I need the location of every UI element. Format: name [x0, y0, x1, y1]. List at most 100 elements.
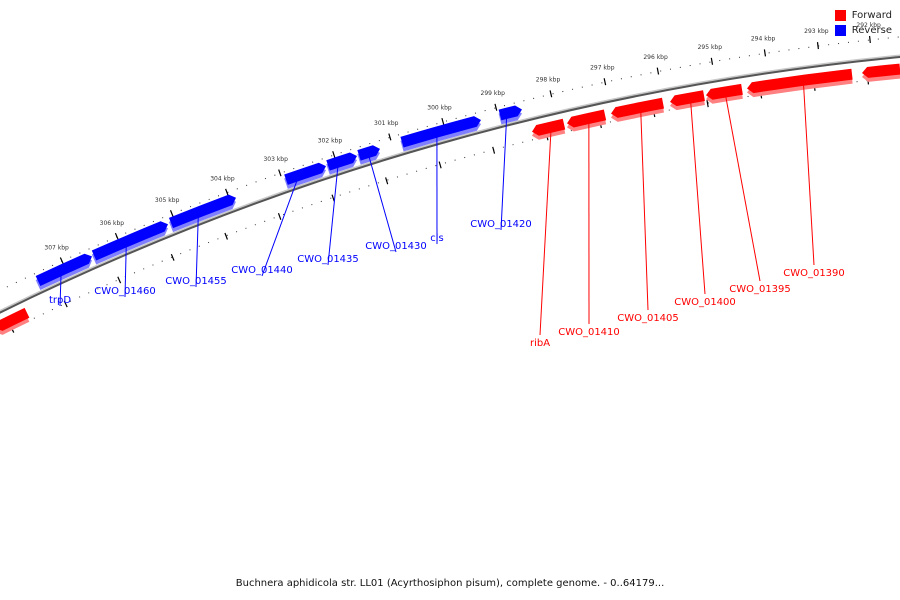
gene-body — [498, 105, 522, 121]
ruler-tick-major — [441, 117, 445, 126]
ruler-tick-major — [868, 35, 871, 44]
legend-item-reverse: Reverse — [834, 23, 892, 38]
ruler-tick-major — [603, 78, 607, 86]
gene-label: CWO_01390 — [783, 268, 845, 279]
gene-arrow-cwo_01440 — [284, 162, 326, 189]
gene-arrow-cls — [400, 116, 481, 152]
gene-leader-line — [124, 237, 127, 298]
gene-arrow-riba — [532, 118, 566, 140]
ruler-tick-major — [114, 232, 119, 240]
gene-body — [168, 194, 236, 229]
gene-body — [400, 116, 481, 148]
gene-leader-line — [803, 84, 815, 266]
ruler-tick-label: 298 kbp — [536, 77, 561, 84]
legend-label-reverse: Reverse — [851, 25, 892, 36]
gene-leader-line — [59, 265, 62, 307]
ruler-tick-major — [494, 103, 498, 111]
ruler-tick-label: 304 kbp — [210, 175, 235, 182]
ruler-tick-major — [388, 133, 392, 141]
gene-arrow-cwo_01400 — [670, 90, 705, 111]
legend: Forward Reverse — [834, 8, 892, 38]
gene-leader-line — [261, 170, 302, 277]
gene-leader-line — [725, 95, 761, 282]
ruler-tick-label: 303 kbp — [263, 156, 288, 163]
gene-label: trpD — [49, 295, 71, 306]
inner-ruler-tick — [63, 300, 68, 308]
gene-label: CWO_01440 — [231, 265, 293, 276]
gene-label: ribA — [530, 338, 550, 349]
ruler-tick-label: 299 kbp — [481, 90, 506, 97]
ruler-tick-major — [549, 90, 553, 98]
inner-ruler-tick — [224, 232, 228, 240]
ruler-tick-label: 306 kbp — [100, 220, 125, 227]
gene-label: CWO_01420 — [470, 219, 532, 230]
inner-ruler-tick — [170, 253, 175, 261]
ruler-tick-major — [278, 169, 282, 177]
gene-body — [747, 68, 853, 94]
ruler-tick-label: 293 kbp — [804, 28, 829, 35]
gene-leader-line — [640, 111, 649, 311]
legend-swatch-forward — [834, 10, 846, 21]
gene-leader-line — [327, 157, 340, 266]
gene-label: CWO_01430 — [365, 241, 427, 252]
gene-body — [0, 307, 30, 331]
ruler-tick-label: 301 kbp — [374, 120, 399, 127]
ruler-tick-label: 292 kbp — [856, 22, 881, 29]
gene-arrow-cwo_01460 — [91, 221, 168, 265]
gene-body — [567, 109, 607, 128]
gene-arrow-cwo_01390 — [747, 68, 853, 98]
inner-ruler-tick — [706, 100, 709, 108]
gene-label: CWO_01460 — [94, 286, 156, 297]
gene-body — [357, 145, 380, 161]
inner-ruler-tick — [117, 276, 122, 284]
gene-leader-line — [690, 102, 706, 295]
gene-label: CWO_01410 — [558, 327, 620, 338]
ruler-tick-major — [169, 210, 174, 217]
gene-arrow-cwo_01420 — [498, 105, 522, 125]
gene-arrow-trpd — [35, 253, 92, 290]
ruler-tick-label: 305 kbp — [155, 197, 180, 204]
ruler-tick-major — [59, 257, 64, 265]
gene-arrow-cwo_01410 — [567, 109, 607, 132]
gene-body — [862, 63, 900, 78]
ruler-tick-major — [763, 49, 767, 57]
gene-body — [284, 162, 326, 185]
ruler-tick-major — [710, 57, 714, 65]
gene-leader-line — [500, 109, 508, 231]
ruler-tick-label: 296 kbp — [643, 54, 668, 61]
inner-ruler-tick — [277, 212, 282, 220]
inner-ruler-tick — [492, 146, 496, 154]
inner-ruler-tick — [385, 177, 389, 185]
gene-arrow-cwo_01405 — [611, 97, 665, 122]
ruler-tick-label: 302 kbp — [318, 138, 343, 145]
gene-arrow-cwo_01455 — [168, 194, 236, 233]
ruler-tick-label: 300 kbp — [427, 104, 452, 111]
gene-body — [706, 83, 743, 100]
genome-caption: Buchnera aphidicola str. LL01 (Acyrthosi… — [235, 578, 665, 589]
outer-ruler-dots — [0, 36, 900, 291]
gene-body — [35, 253, 92, 286]
gene-arrow-unlabeled — [862, 63, 900, 82]
ruler-tick-major — [816, 42, 819, 50]
ruler-tick-major — [332, 151, 336, 159]
ruler-tick-major — [656, 67, 660, 75]
ruler-tick-label: 294 kbp — [751, 36, 776, 43]
inner-ruler-dots — [0, 76, 900, 336]
inner-ruler-tick — [438, 161, 442, 169]
gene-leader-line — [366, 148, 397, 253]
ruler-tick-label: 295 kbp — [698, 44, 723, 51]
gene-arrow-cwo_01395 — [706, 83, 743, 104]
gene-body — [532, 118, 566, 136]
gene-arrow-unlabeled — [0, 307, 30, 335]
gene-body — [611, 97, 665, 118]
ruler-tick-label: 307 kbp — [44, 244, 69, 251]
ruler-tick-major — [225, 188, 229, 196]
gene-leader-line — [195, 207, 200, 288]
inner-ruler-tick — [331, 194, 335, 202]
gene-leader-line — [539, 131, 552, 336]
legend-swatch-reverse — [834, 25, 846, 36]
gene-body — [91, 221, 168, 261]
ruler-tick-label: 297 kbp — [590, 64, 615, 71]
